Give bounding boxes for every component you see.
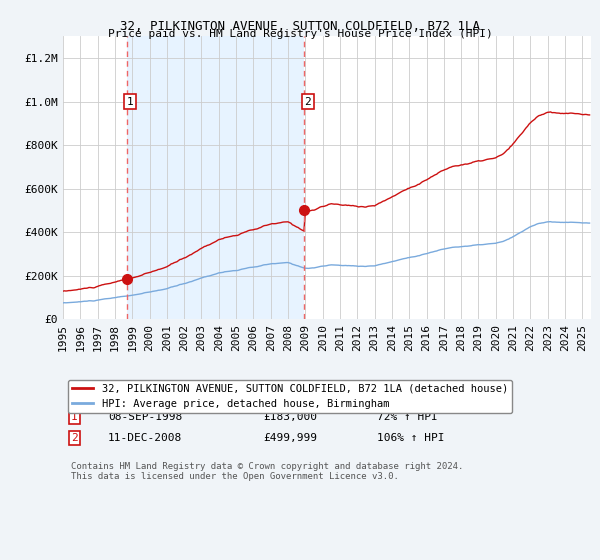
Text: 72% ↑ HPI: 72% ↑ HPI [377, 412, 438, 422]
Text: 11-DEC-2008: 11-DEC-2008 [108, 433, 182, 443]
Legend: 32, PILKINGTON AVENUE, SUTTON COLDFIELD, B72 1LA (detached house), HPI: Average : 32, PILKINGTON AVENUE, SUTTON COLDFIELD,… [68, 380, 512, 413]
Text: £499,999: £499,999 [263, 433, 317, 443]
Text: Price paid vs. HM Land Registry's House Price Index (HPI): Price paid vs. HM Land Registry's House … [107, 29, 493, 39]
Bar [127, 36, 304, 319]
Text: 106% ↑ HPI: 106% ↑ HPI [377, 433, 445, 443]
Text: 08-SEP-1998: 08-SEP-1998 [108, 412, 182, 422]
Text: 1: 1 [71, 412, 77, 422]
Text: Contains HM Land Registry data © Crown copyright and database right 2024.
This d: Contains HM Land Registry data © Crown c… [71, 462, 463, 482]
Text: 1: 1 [127, 97, 134, 106]
Text: 2: 2 [71, 433, 77, 443]
Text: £183,000: £183,000 [263, 412, 317, 422]
Text: 2: 2 [304, 97, 311, 106]
Text: 32, PILKINGTON AVENUE, SUTTON COLDFIELD, B72 1LA: 32, PILKINGTON AVENUE, SUTTON COLDFIELD,… [120, 20, 480, 32]
